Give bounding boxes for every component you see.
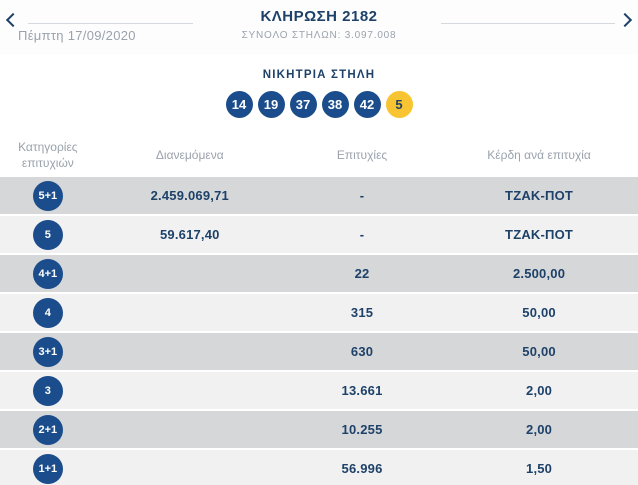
winning-numbers: 14 19 37 38 42 5 — [0, 91, 638, 118]
draw-header: Πέμπτη 17/09/2020 ΚΛΗΡΩΣΗ 2182 ΣΥΝΟΛΟ ΣΤ… — [0, 0, 638, 55]
prize-table-header: Κατηγορίες επιτυχιών Διανεμόμενα Επιτυχί… — [0, 135, 638, 177]
prize-value: 50,00 — [522, 305, 556, 320]
winners-value: - — [359, 188, 365, 203]
joker-number-ball: 5 — [385, 91, 413, 118]
prize-value: 50,00 — [522, 344, 556, 359]
winners-value: 22 — [354, 266, 370, 281]
header-divider-left — [28, 23, 193, 24]
prize-value: ΤΖΑΚ-ΠΟΤ — [505, 188, 574, 203]
winners-value: 315 — [350, 305, 374, 320]
winning-number-ball: 14 — [225, 91, 253, 118]
category-badge: 1+1 — [32, 453, 63, 484]
winners-value: - — [359, 227, 365, 242]
winning-column-section: ΝΙΚΗΤΡΙΑ ΣΤΗΛΗ 14 19 37 38 42 5 — [0, 55, 638, 133]
draw-date: Πέμπτη 17/09/2020 — [18, 28, 136, 43]
prize-value: 2,00 — [526, 422, 553, 437]
header-categories: Κατηγορίες επιτυχιών — [18, 140, 78, 170]
prize-value: ΤΖΑΚ-ΠΟΤ — [505, 227, 574, 242]
table-row: 4+1 22 2.500,00 — [0, 255, 638, 292]
prize-table: Κατηγορίες επιτυχιών Διανεμόμενα Επιτυχί… — [0, 135, 638, 485]
category-badge: 5+1 — [32, 180, 63, 211]
prize-value: 2,00 — [526, 383, 553, 398]
winning-column-label: ΝΙΚΗΤΡΙΑ ΣΤΗΛΗ — [262, 69, 376, 81]
category-badge: 5 — [32, 219, 63, 250]
table-row: 5+1 2.459.069,71 - ΤΖΑΚ-ΠΟΤ — [0, 177, 638, 214]
category-badge: 4+1 — [32, 258, 63, 289]
prize-value: 1,50 — [526, 461, 553, 476]
total-columns-label: ΣΥΝΟΛΟ ΣΤΗΛΩΝ: 3.097.008 — [241, 30, 397, 41]
table-row: 1+1 56.996 1,50 — [0, 450, 638, 485]
winners-value: 13.661 — [341, 383, 383, 398]
winners-value: 10.255 — [341, 422, 383, 437]
draw-title: ΚΛΗΡΩΣΗ 2182 — [260, 8, 378, 25]
header-distributed: Διανεμόμενα — [155, 148, 224, 163]
category-badge: 3+1 — [32, 336, 63, 367]
winning-number-ball: 19 — [257, 91, 285, 118]
distributed-value: 2.459.069,71 — [150, 188, 229, 203]
category-badge: 4 — [32, 297, 63, 328]
prize-value: 2.500,00 — [512, 266, 566, 281]
table-row: 2+1 10.255 2,00 — [0, 411, 638, 448]
category-badge: 3 — [32, 375, 63, 406]
category-badge: 2+1 — [32, 414, 63, 445]
header-winners: Επιτυχίες — [336, 148, 388, 163]
winners-value: 56.996 — [341, 461, 383, 476]
table-row: 4 315 50,00 — [0, 294, 638, 331]
winning-number-ball: 42 — [353, 91, 381, 118]
table-row: 5 59.617,40 - ΤΖΑΚ-ΠΟΤ — [0, 216, 638, 253]
draw-title-block: ΚΛΗΡΩΣΗ 2182 ΣΥΝΟΛΟ ΣΤΗΛΩΝ: 3.097.008 — [0, 8, 638, 41]
table-row: 3 13.661 2,00 — [0, 372, 638, 409]
winning-number-ball: 38 — [321, 91, 349, 118]
winners-value: 630 — [350, 344, 374, 359]
distributed-value: 59.617,40 — [159, 227, 220, 242]
header-divider-right — [441, 23, 615, 24]
winning-number-ball: 37 — [289, 91, 317, 118]
header-prize: Κέρδη ανά επιτυχία — [487, 148, 591, 163]
table-row: 3+1 630 50,00 — [0, 333, 638, 370]
